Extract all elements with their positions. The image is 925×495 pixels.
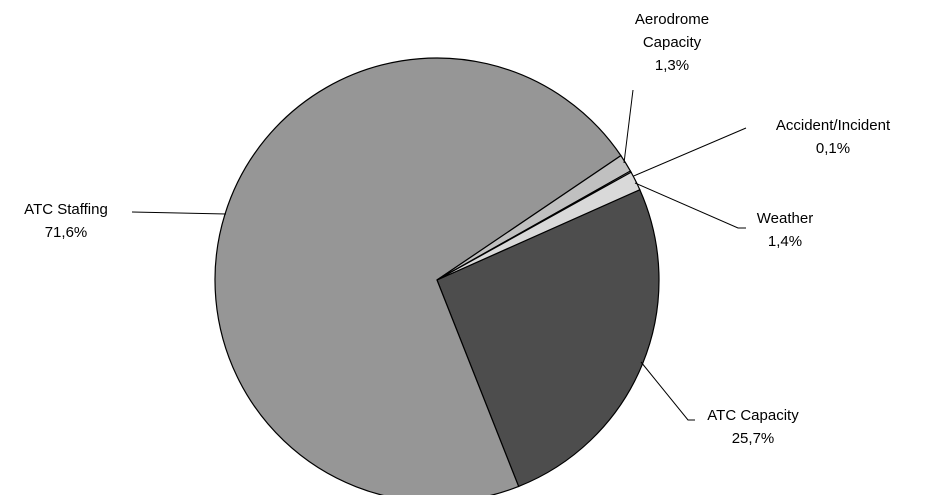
value-label: 1,3% [654,57,690,74]
leader-line [640,361,695,421]
slice-label: Aerodrome Capacity 1,3% [627,8,717,77]
value-label: 71,6% [44,224,88,241]
category-name: Weather [756,210,814,227]
category-name: ATC Staffing [24,201,108,218]
value-label: 1,4% [767,233,803,250]
category-name: ATC Capacity [707,407,799,424]
slice-label: Accident/Incident 0,1% [743,114,923,160]
pie-slice [436,171,641,281]
leader-line [131,211,227,215]
leader-line [628,127,747,179]
category-name: Aerodrome Capacity [634,11,710,51]
slice-label: ATC Capacity 25,7% [683,404,823,450]
value-label: 25,7% [731,430,775,447]
slice-label: ATC Staffing 71,6% [0,198,136,244]
category-name: Accident/Incident [775,117,891,134]
leader-line [634,182,746,229]
value-label: 0,1% [815,140,851,157]
slice-label: Weather 1,4% [735,207,835,253]
leader-line [623,89,634,164]
